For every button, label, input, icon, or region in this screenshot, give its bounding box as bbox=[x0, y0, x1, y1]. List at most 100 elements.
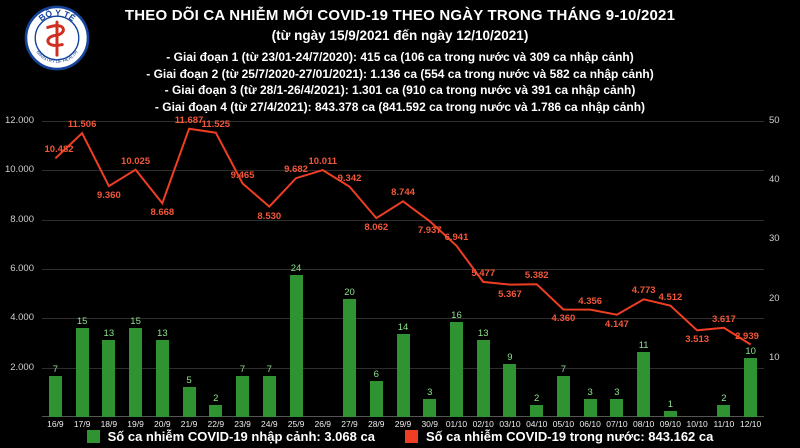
bar-value-label: 13 bbox=[103, 328, 115, 340]
x-axis-tick: 04/10 bbox=[526, 419, 548, 429]
y-axis-right-tick: 10 bbox=[769, 351, 780, 363]
line-value-label: 9.342 bbox=[337, 172, 362, 184]
bar bbox=[717, 405, 731, 417]
legend-domestic-label: Số ca nhiễm COVID-19 trong nước: 843.162… bbox=[425, 429, 714, 444]
bar-value-label: 6 bbox=[373, 369, 379, 381]
line-value-label: 4.147 bbox=[605, 318, 629, 330]
x-axis: 16/9 17/9 18/9 19/9 20/9 21/9 22/9 23/9 24/9 25/9… bbox=[42, 419, 764, 431]
bar bbox=[236, 375, 250, 417]
x-axis-tick: 10/10 bbox=[686, 419, 708, 429]
chart-header: THEO DÕI CA NHIỄM MỚI COVID-19 THEO NGÀY… bbox=[0, 7, 800, 115]
bar bbox=[663, 411, 677, 417]
x-axis-tick: 06/10 bbox=[579, 419, 601, 429]
x-axis-tick: 18/9 bbox=[100, 419, 118, 429]
line-value-label: 3.617 bbox=[711, 313, 736, 325]
line-value-label: 8.744 bbox=[391, 187, 415, 199]
x-axis-tick: 09/10 bbox=[659, 419, 682, 429]
bar bbox=[396, 334, 410, 417]
y-axis-right-tick: 30 bbox=[769, 233, 780, 245]
y-axis-left: 12.000 10.000 8.000 6.000 4.000 2.000 bbox=[0, 115, 38, 417]
bar bbox=[48, 375, 62, 417]
bar bbox=[289, 274, 303, 417]
line-value-label: 9.465 bbox=[230, 169, 255, 181]
x-axis-tick: 24/9 bbox=[261, 419, 278, 429]
page-title: THEO DÕI CA NHIỄM MỚI COVID-19 THEO NGÀY… bbox=[124, 7, 676, 24]
imported-swatch-icon bbox=[86, 430, 100, 443]
bar-value-label: 7 bbox=[560, 363, 567, 375]
line-value-label: 3.513 bbox=[685, 334, 710, 346]
legend-item-domestic: Số ca nhiễm COVID-19 trong nước: 843.162… bbox=[404, 429, 714, 444]
bar bbox=[503, 363, 517, 417]
y-axis-right-tick: 50 bbox=[769, 115, 780, 126]
gridline bbox=[42, 269, 764, 270]
x-axis-tick: 05/10 bbox=[552, 419, 575, 429]
x-axis-tick: 27/9 bbox=[341, 419, 358, 429]
line-value-label: 9.682 bbox=[284, 164, 308, 176]
x-axis-tick: 01/10 bbox=[445, 419, 468, 429]
line-value-label: 5.477 bbox=[471, 267, 496, 279]
caduceus-icon bbox=[46, 20, 65, 57]
line-value-label: 7.937 bbox=[417, 225, 442, 237]
bar-value-label: 7 bbox=[52, 363, 58, 375]
bar bbox=[369, 381, 383, 417]
bar-value-label: 2 bbox=[213, 393, 219, 405]
bar bbox=[583, 399, 597, 417]
x-axis-tick: 29/9 bbox=[394, 419, 412, 429]
stage-1-line: - Giai đoạn 1 (từ 23/01-24/7/2020): 415 … bbox=[166, 50, 634, 64]
line-path bbox=[54, 127, 752, 346]
x-axis-tick: 22/9 bbox=[207, 419, 225, 429]
bar bbox=[182, 387, 196, 417]
x-axis-tick: 08/10 bbox=[633, 419, 655, 429]
line-value-label: 10.011 bbox=[308, 156, 338, 168]
line-value-label: 8.530 bbox=[257, 210, 282, 222]
bar bbox=[209, 405, 223, 417]
y-axis-right-tick: 40 bbox=[769, 174, 780, 186]
moh-logo: BỘ Y TẾ MINISTRY OF HEALTH bbox=[24, 5, 90, 71]
bar bbox=[637, 351, 651, 417]
line-value-label: 11.506 bbox=[67, 119, 97, 131]
line-series bbox=[54, 127, 752, 346]
y-axis-right: 50 40 30 20 10 bbox=[766, 115, 798, 417]
x-axis-tick: 19/9 bbox=[127, 419, 144, 429]
logo-inner-ring bbox=[34, 15, 80, 61]
x-axis-tick: 28/9 bbox=[367, 419, 385, 429]
bar bbox=[75, 328, 89, 417]
stage-4-line: - Giai đoạn 4 (từ 27/4/2021): 843.378 ca… bbox=[154, 99, 646, 114]
x-axis-tick: 02/10 bbox=[472, 419, 494, 429]
bar-value-label: 2 bbox=[534, 393, 540, 405]
bar-value-label: 7 bbox=[239, 363, 246, 375]
logo-title-arc: BỘ Y TẾ bbox=[37, 7, 78, 23]
y-axis-left-tick: 6.000 bbox=[10, 263, 34, 274]
bar bbox=[102, 340, 116, 417]
bar-value-label: 3 bbox=[587, 387, 593, 399]
bar bbox=[343, 298, 357, 417]
bar-value-label: 15 bbox=[130, 316, 141, 328]
bar-value-label: 13 bbox=[477, 328, 489, 340]
bar-value-label: 24 bbox=[290, 262, 302, 274]
x-axis-tick: 21/9 bbox=[180, 419, 198, 429]
bar-value-label: 5 bbox=[186, 375, 192, 387]
stage-2-line: - Giai đoạn 2 (từ 25/7/2020-27/01/2021):… bbox=[146, 66, 654, 81]
x-axis-tick: 30/9 bbox=[421, 419, 438, 429]
bar-value-label: 1 bbox=[667, 399, 674, 411]
bar bbox=[423, 399, 437, 417]
bar-value-label: 3 bbox=[614, 387, 620, 399]
bar-value-label: 3 bbox=[427, 387, 433, 399]
bar bbox=[556, 375, 570, 417]
bar-value-label: 9 bbox=[507, 351, 513, 363]
line-value-label: 10.482 bbox=[44, 144, 74, 156]
line-value-label: 4.512 bbox=[658, 291, 683, 303]
y-axis-left-tick: 8.000 bbox=[10, 213, 34, 225]
x-axis-tick: 12/10 bbox=[739, 419, 762, 429]
chart-legend: Số ca nhiễm COVID-19 nhập cảnh: 3.068 ca… bbox=[0, 429, 800, 444]
x-axis-tick: 20/9 bbox=[154, 419, 171, 429]
line-value-label: 11.687 bbox=[174, 114, 204, 126]
bar bbox=[155, 340, 169, 417]
bar bbox=[129, 328, 143, 417]
line-value-label: 4.360 bbox=[551, 313, 576, 325]
legend-item-imported: Số ca nhiễm COVID-19 nhập cảnh: 3.068 ca bbox=[86, 429, 375, 444]
x-axis-tick: 11/10 bbox=[713, 419, 735, 429]
bar-value-label: 20 bbox=[344, 286, 355, 298]
bar bbox=[610, 399, 624, 417]
x-axis-tick: 25/9 bbox=[287, 419, 305, 429]
